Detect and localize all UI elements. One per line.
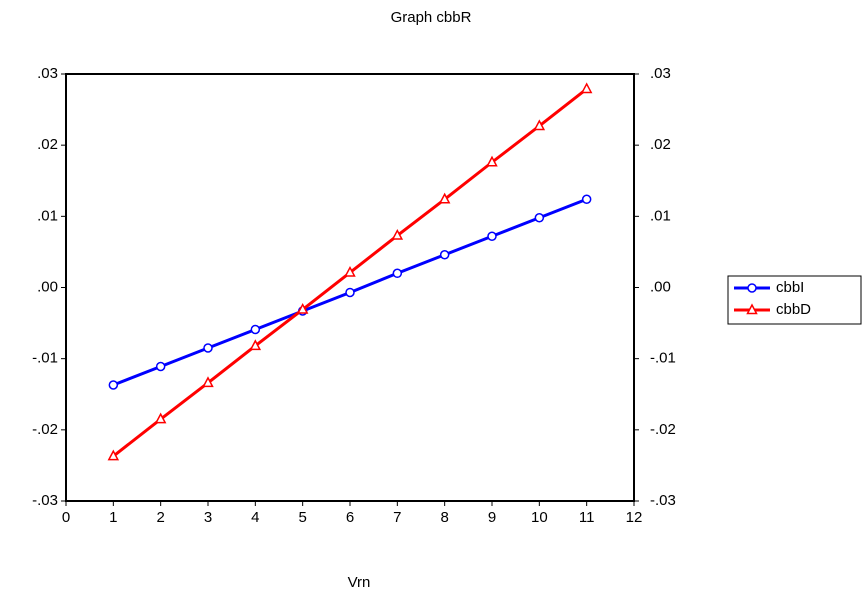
marker (581, 194, 592, 205)
x-tick-label: 9 (488, 509, 496, 526)
marker (108, 380, 119, 390)
x-tick-label: 4 (251, 509, 259, 526)
y2-tick-label: -.02 (650, 421, 676, 438)
marker (439, 250, 450, 260)
marker (296, 302, 309, 314)
y-tick-label: -.03 (32, 492, 58, 509)
x-tick-label: 7 (393, 509, 401, 526)
y2-tick-label: -.01 (650, 350, 676, 367)
marker (533, 119, 546, 131)
y2-tick-label: .01 (650, 207, 671, 224)
y2-tick-label: -.03 (650, 492, 676, 509)
marker (202, 376, 214, 388)
x-tick-label: 1 (109, 509, 117, 526)
y-tick-label: .02 (37, 136, 58, 153)
x-tick-label: 12 (626, 509, 643, 526)
marker (107, 449, 120, 461)
x-tick-label: 0 (62, 509, 70, 526)
marker (487, 231, 497, 242)
x-tick-label: 6 (346, 509, 354, 526)
y-tick-label: .03 (37, 65, 58, 82)
x-tick-label: 2 (156, 509, 164, 526)
x-tick-label: 3 (204, 509, 212, 526)
y2-tick-label: .02 (650, 136, 671, 153)
marker (392, 268, 403, 279)
y-tick-label: .01 (37, 207, 58, 224)
marker (203, 343, 213, 353)
legend-marker (747, 283, 757, 293)
marker (249, 339, 262, 351)
legend-label: cbbD (776, 301, 811, 318)
legend-label: cbbI (776, 279, 804, 296)
chart-title: Graph cbbR (391, 9, 472, 26)
x-axis-label: Vrn (348, 574, 371, 591)
y-tick-label: -.02 (32, 421, 58, 438)
marker (344, 265, 356, 277)
x-tick-label: 5 (298, 509, 306, 526)
marker (391, 228, 404, 240)
marker (154, 412, 167, 424)
x-tick-label: 11 (579, 509, 595, 526)
marker (438, 192, 451, 204)
marker (345, 287, 355, 298)
y2-tick-label: .03 (650, 65, 671, 82)
marker (155, 361, 166, 372)
y2-tick-label: .00 (650, 278, 671, 295)
plot-frame (65, 73, 635, 502)
marker (486, 155, 498, 167)
x-tick-label: 10 (531, 509, 548, 526)
marker (250, 324, 261, 335)
marker (534, 213, 545, 223)
x-tick-label: 8 (440, 509, 448, 526)
y-tick-label: -.01 (32, 350, 58, 367)
legend-marker (746, 303, 758, 315)
y-tick-label: .00 (37, 278, 58, 295)
marker (580, 82, 593, 94)
